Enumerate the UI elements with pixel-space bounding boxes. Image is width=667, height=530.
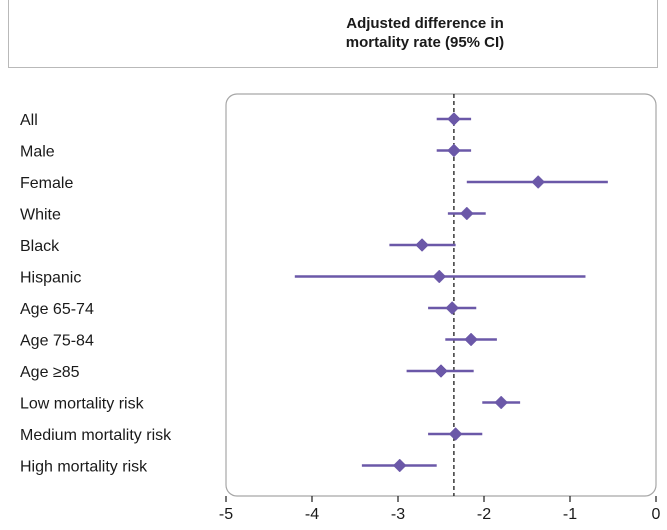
- estimate-marker: [532, 176, 545, 189]
- estimate-marker: [465, 333, 478, 346]
- plot-frame: [226, 94, 656, 496]
- row-label: Male: [20, 144, 55, 161]
- estimate-marker: [495, 396, 508, 409]
- estimate-marker: [435, 365, 448, 378]
- row-label: Hispanic: [20, 270, 81, 287]
- row-label: All: [20, 112, 38, 129]
- row-label: White: [20, 207, 61, 224]
- estimate-marker: [446, 302, 459, 315]
- x-tick-label: 0: [652, 506, 661, 523]
- row-label: Female: [20, 175, 73, 192]
- estimate-marker: [460, 207, 473, 220]
- x-tick-label: -5: [219, 506, 233, 523]
- row-label: Age ≥85: [20, 364, 80, 381]
- estimate-marker: [393, 459, 406, 472]
- row-label: Low mortality risk: [20, 396, 145, 413]
- row-label: Age 65-74: [20, 301, 94, 318]
- row-label: Age 75-84: [20, 333, 94, 350]
- estimate-marker: [447, 144, 460, 157]
- x-tick-label: -2: [477, 506, 491, 523]
- x-tick-label: -4: [305, 506, 319, 523]
- estimate-marker: [449, 428, 462, 441]
- estimate-marker: [416, 239, 429, 252]
- row-label: High mortality risk: [20, 459, 148, 476]
- estimate-marker: [433, 270, 446, 283]
- x-tick-label: -3: [391, 506, 405, 523]
- estimate-marker: [447, 113, 460, 126]
- row-label: Medium mortality risk: [20, 427, 172, 444]
- x-tick-label: -1: [563, 506, 577, 523]
- row-label: Black: [20, 238, 60, 255]
